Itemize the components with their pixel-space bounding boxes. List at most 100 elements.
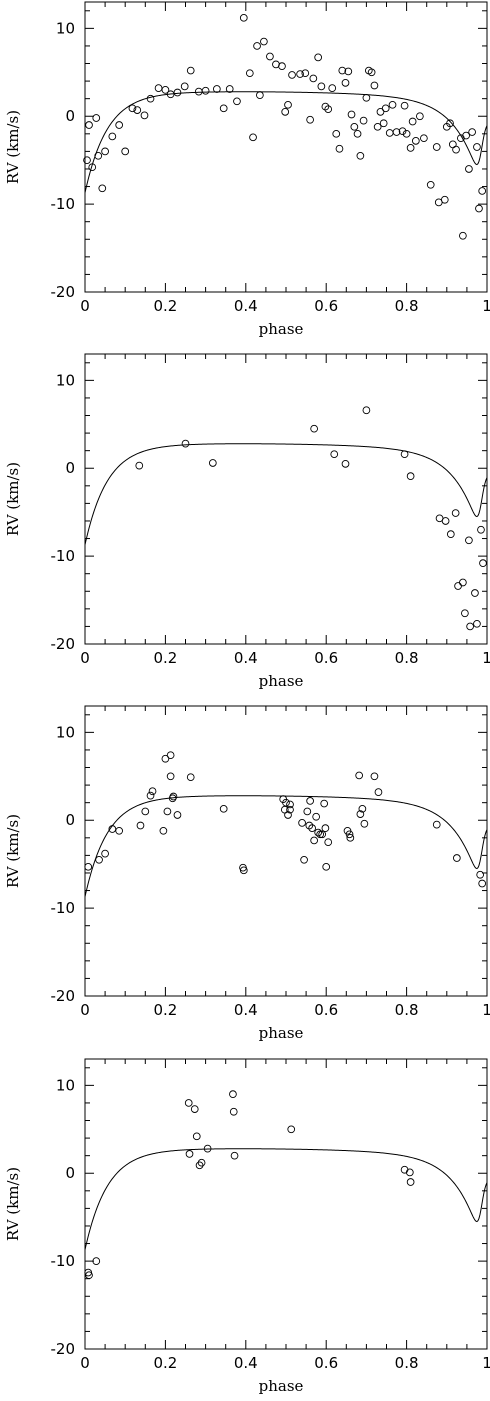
rv-data-point: [284, 100, 292, 109]
rv-data-point: [332, 129, 341, 138]
x-axis-label: phase: [259, 672, 304, 690]
rv-data-point: [85, 121, 93, 129]
rv-data-point: [362, 406, 371, 415]
rv-data-point: [186, 773, 195, 782]
rv-panel-4: 0 0.2 0.4 0.6 0.8 1 10 0 -10 -20 phase RV (km/s): [4, 1058, 490, 1395]
rv-data-point: [312, 812, 321, 821]
x-tick-label: 0.8: [395, 1001, 419, 1019]
rv-data-point: [346, 833, 355, 842]
rv-data-point: [328, 84, 337, 92]
x-axis-label: phase: [259, 1024, 304, 1042]
rv-data-point: [296, 70, 304, 78]
y-axis-label: RV (km/s): [4, 462, 22, 536]
rv-data-point: [385, 129, 394, 137]
rv-data-point: [195, 1161, 204, 1170]
plot-frame: [84, 1, 488, 293]
rv-data-point: [452, 145, 460, 154]
rv-data-point: [260, 37, 268, 46]
rv-data-point: [310, 424, 318, 433]
y-tick-label: 10: [56, 1076, 75, 1094]
rv-data-point: [459, 578, 467, 587]
x-tick-label: 0: [80, 1001, 90, 1019]
rv-data-point: [309, 74, 318, 83]
rv-data-point: [136, 821, 145, 830]
rv-data-point: [360, 819, 369, 828]
rv-data-point: [161, 754, 170, 763]
x-tick-label: 1: [482, 297, 490, 315]
rv-data-point: [169, 792, 178, 801]
rv-data-point: [479, 559, 487, 568]
rv-data-point: [282, 798, 290, 807]
rv-data-point: [286, 805, 294, 814]
rv-data-point: [249, 133, 257, 142]
rv-data-point: [461, 609, 469, 618]
rv-data-point: [453, 854, 461, 862]
rv-data-point: [462, 131, 470, 140]
x-tick-label: 1: [482, 1001, 490, 1019]
rv-data-point: [253, 42, 261, 50]
rv-data-point: [358, 804, 367, 813]
rv-data-point: [406, 472, 415, 481]
rv-data-point: [84, 862, 93, 871]
x-tick-label: 0: [80, 297, 90, 315]
rv-data-point: [341, 78, 350, 87]
x-tick-label: 0.2: [153, 1001, 177, 1019]
y-axis-label: RV (km/s): [4, 814, 22, 888]
rv-data-point: [473, 619, 481, 628]
rv-data-point: [446, 530, 455, 539]
x-tick-label: 0.6: [314, 1001, 338, 1019]
x-tick-label: 0: [80, 649, 90, 667]
rv-data-point: [166, 751, 175, 760]
rv-data-point: [446, 119, 454, 128]
rv-data-point: [94, 151, 103, 160]
rv-data-point: [426, 180, 435, 189]
rv-data-point: [219, 804, 228, 813]
x-tick-label: 1: [482, 649, 490, 667]
rv-data-point: [356, 151, 365, 160]
rv-data-point: [141, 807, 150, 816]
rv-data-point: [355, 771, 364, 780]
rv-data-point: [408, 117, 417, 126]
x-tick-label: 0.2: [153, 1354, 177, 1372]
rv-data-point: [406, 1178, 415, 1186]
x-tick-label: 0.8: [395, 649, 419, 667]
x-tick-label: 0.6: [314, 649, 338, 667]
rv-data-point: [128, 104, 137, 113]
x-axis-label: phase: [259, 1377, 304, 1395]
rv-data-point: [133, 106, 142, 114]
rv-data-point: [476, 870, 485, 879]
rv-data-point: [161, 86, 170, 94]
rv-data-point: [154, 84, 163, 92]
rv-data-point: [341, 459, 350, 468]
rv-data-point: [298, 819, 306, 827]
rv-data-point: [185, 1150, 194, 1158]
rv-data-point: [310, 836, 318, 845]
rv-data-point: [402, 129, 411, 138]
rv-data-point: [324, 105, 333, 114]
y-tick-label: 0: [65, 1164, 75, 1182]
y-axis-label: RV (km/s): [4, 110, 22, 184]
orbit-fit-curve: [84, 443, 488, 545]
rv-data-point: [330, 450, 339, 459]
x-tick-label: 0.4: [234, 649, 258, 667]
rv-data-point: [98, 184, 107, 193]
rv-data-point: [381, 104, 390, 113]
rv-data-point: [233, 97, 241, 106]
rv-data-point: [344, 67, 353, 76]
rv-data-point: [181, 439, 190, 448]
rv-panel-2: 0 0.2 0.4 0.6 0.8 1 10 0 -10 -20 phase RV (km/s): [4, 353, 490, 690]
rv-data-point: [225, 85, 234, 93]
rv-data-point: [239, 866, 248, 875]
rv-data-point: [400, 101, 409, 110]
rv-data-point: [335, 144, 344, 153]
rv-data-point: [148, 787, 157, 796]
rv-data-point: [173, 811, 182, 819]
rv-data-point: [284, 811, 292, 819]
rv-data-point: [146, 94, 155, 103]
x-tick-label: 0.4: [234, 297, 258, 315]
rv-data-point: [359, 116, 368, 125]
rv-panel-3: 0 0.2 0.4 0.6 0.8 1 10 0 -10 -20 phase RV (km/s): [4, 705, 490, 1042]
rv-data-point: [416, 112, 424, 121]
rv-data-point: [347, 110, 356, 119]
rv-data-point: [398, 127, 407, 136]
